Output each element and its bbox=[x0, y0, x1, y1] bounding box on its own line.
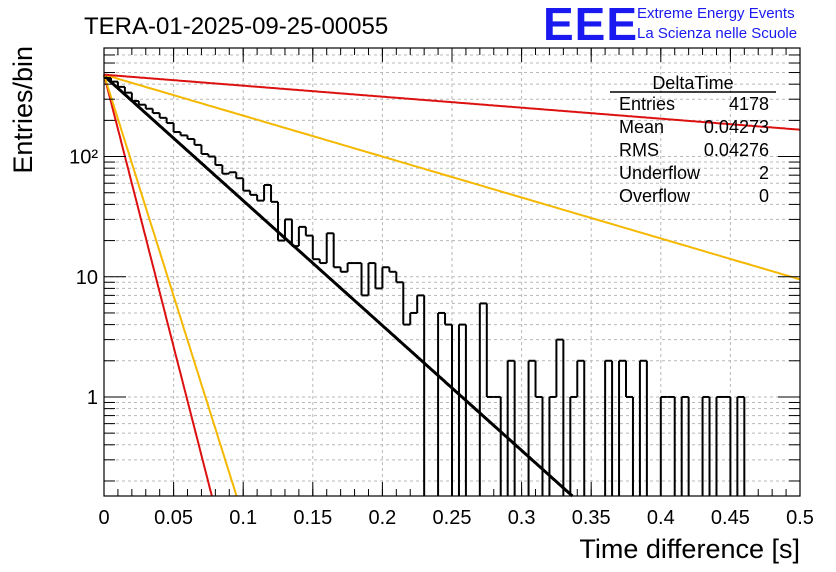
stats-box: DeltaTime Entries 4178 Mean 0.04273 RMS … bbox=[610, 73, 776, 206]
x-tick-label: 0 bbox=[98, 507, 109, 529]
histogram bbox=[104, 77, 746, 496]
y-tick-label: 10² bbox=[69, 147, 98, 169]
x-tick-label: 0.4 bbox=[647, 507, 675, 529]
y-tick-label: 10 bbox=[76, 267, 98, 289]
x-tick-label: 0.35 bbox=[572, 507, 611, 529]
model-curves bbox=[103, 73, 801, 498]
y-axis-title: Entries/bin bbox=[8, 46, 38, 174]
chart-title: TERA-01-2025-09-25-00055 bbox=[84, 13, 388, 40]
x-tick-label: 0.5 bbox=[786, 507, 814, 529]
tick-labels: 0 0.05 0.1 0.15 0.2 0.25 0.3 0.35 0.4 0.45 0.5 1 10 1… bbox=[69, 147, 814, 529]
x-tick-label: 0.25 bbox=[433, 507, 472, 529]
curve-red-steep bbox=[103, 74, 213, 497]
stats-value-overflow: 0 bbox=[759, 186, 769, 206]
stats-label-entries: Entries bbox=[619, 94, 675, 114]
x-tick-label: 0.45 bbox=[711, 507, 750, 529]
x-tick-label: 0.2 bbox=[368, 507, 396, 529]
x-tick-label: 0.15 bbox=[293, 507, 332, 529]
stats-title: DeltaTime bbox=[652, 73, 733, 93]
curve-red-slow bbox=[103, 73, 801, 131]
stats-value-entries: 4178 bbox=[729, 94, 769, 114]
stats-value-underflow: 2 bbox=[759, 163, 769, 183]
x-tick-label: 0.3 bbox=[508, 507, 536, 529]
x-axis-title: Time difference [s] bbox=[579, 534, 800, 564]
x-tick-label: 0.1 bbox=[229, 507, 257, 529]
logo-line-1: Extreme Energy Events bbox=[637, 5, 795, 22]
curve-fit bbox=[103, 74, 574, 498]
x-tick-label: 0.05 bbox=[154, 507, 193, 529]
logo-mark: EEE bbox=[543, 0, 638, 50]
curve-yellow-slow bbox=[103, 73, 801, 281]
stats-label-rms: RMS bbox=[619, 140, 659, 160]
stats-label-overflow: Overflow bbox=[619, 186, 691, 206]
curve-yellow-steep bbox=[103, 74, 238, 497]
stats-value-rms: 0.04276 bbox=[704, 140, 769, 160]
eee-logo: EEE Extreme Energy Events La Scienza nel… bbox=[543, 0, 797, 50]
stats-label-mean: Mean bbox=[619, 117, 664, 137]
y-tick-label: 1 bbox=[87, 387, 98, 409]
axis-ticks bbox=[103, 47, 801, 496]
stats-label-underflow: Underflow bbox=[619, 163, 701, 183]
stats-value-mean: 0.04273 bbox=[704, 117, 769, 137]
logo-line-2: La Scienza nelle Scuole bbox=[637, 25, 797, 42]
